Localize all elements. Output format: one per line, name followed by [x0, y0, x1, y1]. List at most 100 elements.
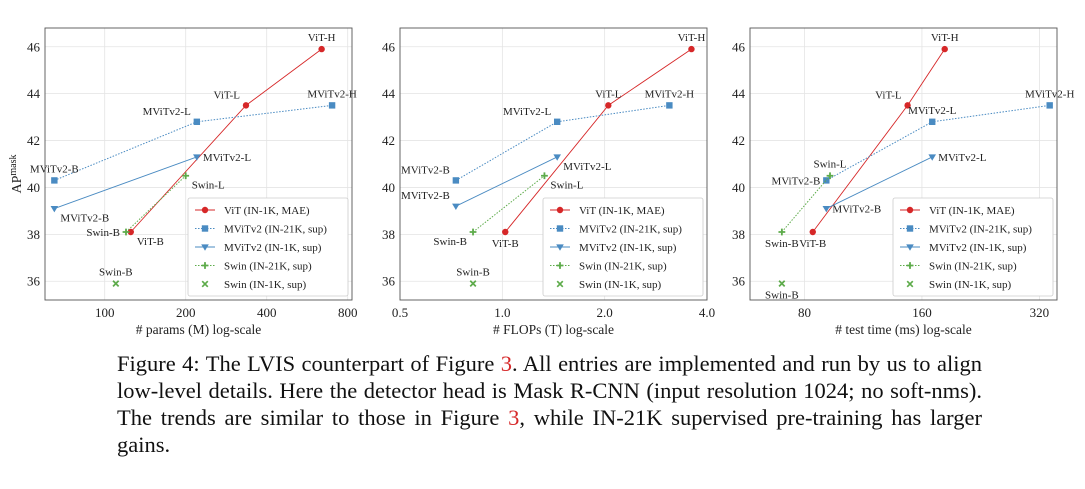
data-point	[50, 205, 59, 213]
data-point	[112, 280, 120, 287]
point-label: MViTv2-B	[60, 213, 109, 225]
y-tick-label: 42	[732, 133, 745, 148]
marker-circle	[906, 206, 914, 214]
marker-plus	[826, 172, 834, 180]
data-point	[826, 172, 834, 180]
legend-item: MViTv2 (IN-1K, sup)	[550, 242, 677, 254]
legend-marker	[906, 262, 914, 269]
legend-item: Swin (IN-21K, sup)	[550, 261, 667, 273]
x-tick-label: 4.0	[699, 305, 715, 320]
legend-label: MViTv2 (IN-21K, sup)	[224, 224, 327, 236]
marker-circle	[127, 228, 134, 236]
marker-circle	[688, 45, 695, 53]
data-point	[193, 118, 201, 125]
legend-box	[542, 197, 704, 297]
y-axis-label: APmask	[8, 154, 25, 193]
point-label: MViTv2-B	[30, 163, 79, 175]
y-axis-label-main: AP	[10, 175, 25, 193]
data-point	[122, 228, 130, 236]
point-label: MViTv2-L	[143, 106, 192, 118]
y-tick-label: 46	[732, 39, 746, 54]
data-point	[242, 102, 250, 109]
data-point	[51, 177, 58, 184]
series-line	[826, 156, 933, 209]
point-label: Swin-B	[765, 238, 799, 250]
point-label: Swin-B	[433, 236, 467, 248]
data-point	[553, 118, 561, 125]
series-swin1k: Swin-B	[765, 280, 799, 302]
marker-triangle	[822, 205, 831, 213]
series-line	[472, 175, 545, 233]
marker-x	[778, 280, 786, 287]
figure-ref-link[interactable]: 3	[508, 405, 520, 430]
marker-circle	[556, 206, 564, 214]
axes-frame	[44, 27, 353, 301]
marker-square	[201, 225, 209, 232]
point-label: Swin-B	[456, 267, 490, 279]
legend-box	[892, 197, 1054, 297]
series-swin21k: Swin-B Swin-L	[433, 172, 584, 248]
x-axis-label: # params (M) log-scale	[136, 322, 262, 337]
legend-marker	[906, 244, 914, 251]
marker-plus	[556, 262, 564, 269]
y-tick-label: 44	[732, 86, 746, 101]
marker-circle	[502, 228, 509, 236]
marker-circle	[318, 45, 325, 53]
x-tick-label: 80	[798, 305, 811, 320]
series-mvit1k: MViTv2-B MViTv2-L	[50, 152, 251, 225]
y-axis-label-sup: mask	[8, 154, 19, 175]
data-point	[127, 228, 134, 236]
legend-marker	[201, 206, 209, 214]
series-swin21k: Swin-B Swin-L	[765, 159, 847, 250]
figure-ref-link[interactable]: 3	[500, 351, 513, 376]
chart-panel: 36 38 40 42 44 46 80 160 320 # test time (ms) log…	[732, 27, 1074, 337]
legend-item: Swin (IN-1K, sup)	[906, 279, 1012, 291]
point-label: MViTv2-L	[503, 106, 552, 118]
series-vit: ViT-B ViT-L ViT-H	[799, 32, 958, 250]
y-tick-label: 40	[27, 180, 40, 195]
marker-circle	[242, 102, 250, 109]
y-tick-label: 40	[382, 180, 395, 195]
marker-square	[328, 102, 336, 109]
point-label: Swin-L	[814, 159, 847, 171]
series-mvit21k: MViTv2-B MViTv2-L MViTv2-H	[30, 88, 357, 184]
y-tick-label: 40	[732, 180, 745, 195]
marker-triangle	[906, 244, 914, 251]
marker-x	[112, 280, 120, 287]
data-point	[182, 172, 190, 180]
data-point	[778, 228, 786, 236]
marker-triangle	[193, 154, 201, 161]
point-label: ViT-L	[214, 89, 241, 101]
y-tick-label: 44	[27, 86, 41, 101]
legend-item: MViTv2 (IN-1K, sup)	[900, 242, 1027, 254]
point-label: Swin-B	[765, 290, 799, 302]
point-label: ViT-B	[492, 238, 519, 250]
x-tick-label: 1.0	[494, 305, 510, 320]
series-line	[781, 175, 831, 233]
data-point	[941, 45, 948, 53]
point-label: MViTv2-L	[563, 161, 612, 173]
legend-item: ViT (IN-1K, MAE)	[195, 205, 310, 217]
legend-item: ViT (IN-1K, MAE)	[900, 205, 1015, 217]
series-line	[54, 104, 333, 181]
marker-plus	[469, 228, 477, 236]
series-swin1k: Swin-B	[99, 267, 133, 287]
legend-item: MViTv2 (IN-1K, sup)	[195, 242, 322, 254]
series-line	[54, 156, 197, 209]
series-vit: ViT-B ViT-L ViT-H	[127, 32, 336, 248]
point-label: MViTv2-B	[401, 190, 450, 202]
series-swin21k: Swin-B Swin-L	[86, 172, 225, 239]
data-point	[822, 205, 831, 213]
legend-marker	[556, 244, 564, 251]
marker-x	[906, 280, 914, 288]
marker-square	[51, 177, 58, 184]
legend-item: MViTv2 (IN-21K, sup)	[195, 224, 327, 236]
point-label: ViT-L	[875, 89, 902, 101]
legend-marker	[906, 206, 914, 214]
x-tick-label: 2.0	[597, 305, 613, 320]
marker-triangle	[452, 203, 460, 211]
data-point	[469, 280, 477, 287]
y-tick-label: 42	[382, 133, 395, 148]
marker-plus	[201, 262, 209, 269]
data-point	[605, 102, 612, 109]
